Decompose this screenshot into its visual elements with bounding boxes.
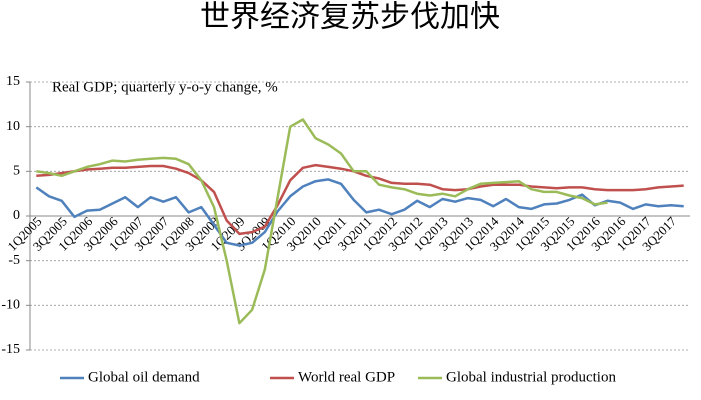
y-tick-label: -10 [1,298,20,313]
y-tick-label: 10 [6,119,20,134]
series-line [36,163,684,236]
series-line [36,118,608,325]
legend-label: World real GDP [298,369,395,385]
annotation: Real GDP; quarterly y-o-y change, % [52,79,278,95]
y-tick-label: 0 [13,208,20,223]
legend-label: Global industrial production [446,369,616,385]
y-tick-label: 5 [13,164,20,179]
legend-label: Global oil demand [88,369,200,385]
y-tick-label: 15 [6,74,20,89]
y-tick-label: -5 [8,253,20,268]
chart-title: 世界经济复苏步伐加快 [200,0,500,35]
y-tick-label: -15 [1,342,20,357]
